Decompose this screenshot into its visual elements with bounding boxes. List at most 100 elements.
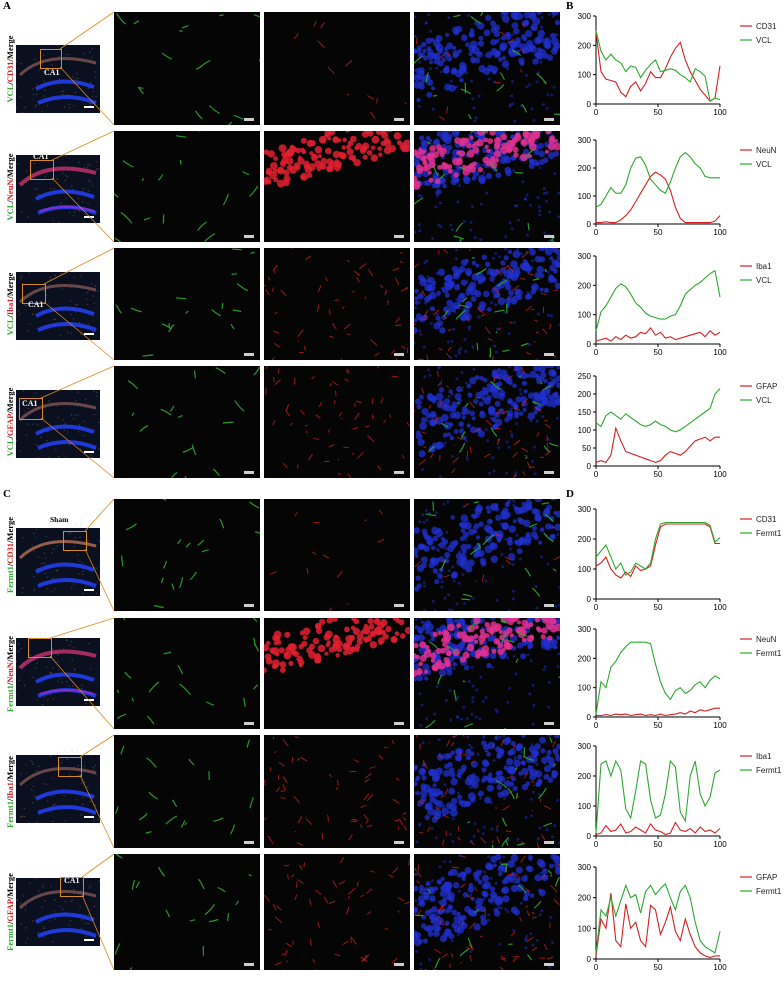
x-tick-label: 50 bbox=[654, 721, 663, 730]
hippocampus-overview-image bbox=[16, 528, 100, 596]
legend-label: Fermt1 bbox=[756, 887, 782, 896]
micrograph-drawing bbox=[414, 366, 560, 478]
green-channel-image bbox=[114, 499, 260, 611]
x-tick-label: 50 bbox=[654, 108, 663, 117]
y-tick-label: 100 bbox=[578, 426, 592, 435]
x-tick-label: 100 bbox=[713, 721, 727, 730]
line-profile-chart-1: 0 100 200 300 0 50 100 CD31 VCL bbox=[578, 12, 777, 117]
y-tick-label: 300 bbox=[578, 863, 592, 872]
merge-image bbox=[414, 854, 560, 970]
line-profile-chart-7: 0 100 200 300 0 50 100 Iba1 Fermt1 bbox=[578, 742, 782, 849]
legend-label: Iba1 bbox=[756, 262, 772, 271]
red-channel-image bbox=[264, 131, 410, 242]
series-line-iba1 bbox=[595, 821, 721, 836]
legend-label: GFAP bbox=[756, 873, 777, 882]
line-profile-chart-6: 0 100 200 300 0 50 100 NeuN Fermt1 bbox=[578, 625, 782, 730]
series-line-cd31 bbox=[595, 523, 720, 579]
series-line-gfap bbox=[595, 893, 720, 959]
series-line-fermt1 bbox=[595, 641, 721, 715]
legend-label: VCL bbox=[756, 276, 772, 285]
overview-drawing bbox=[16, 390, 100, 458]
zoom-guide-line bbox=[59, 11, 115, 50]
series-line-gfap bbox=[595, 426, 720, 464]
legend-label: Fermt1 bbox=[756, 649, 782, 658]
legend-label: VCL bbox=[756, 160, 772, 169]
hippocampus-overview-image bbox=[16, 390, 100, 458]
zoom-guide-line bbox=[51, 177, 115, 243]
micrograph-drawing bbox=[114, 248, 260, 360]
y-tick-label: 300 bbox=[578, 12, 592, 21]
line-profile-chart-4: 0 50 100 150 200 250 0 50 100 GFAP VCL bbox=[578, 372, 778, 479]
series-line-iba1 bbox=[595, 326, 721, 342]
micrograph-drawing bbox=[114, 499, 260, 611]
zoom-guide-line bbox=[81, 894, 115, 971]
zoom-guide-line bbox=[40, 417, 115, 479]
micrograph-drawing bbox=[414, 499, 560, 611]
y-tick-label: 200 bbox=[578, 41, 592, 50]
red-channel-image bbox=[264, 248, 410, 360]
panel-letter-b: B bbox=[566, 0, 574, 12]
red-channel-image bbox=[264, 366, 410, 478]
micrograph-drawing bbox=[264, 366, 410, 478]
hippocampus-overview-image bbox=[16, 638, 100, 706]
series-line-vcl bbox=[595, 269, 721, 331]
legend-label: GFAP bbox=[756, 382, 777, 391]
x-tick-label: 100 bbox=[713, 108, 727, 117]
micrograph-drawing bbox=[114, 12, 260, 125]
y-tick-label: 200 bbox=[578, 390, 592, 399]
x-tick-label: 100 bbox=[713, 963, 727, 972]
x-tick-label: 50 bbox=[654, 228, 663, 237]
zoom-guide-line bbox=[49, 617, 115, 639]
ca1-region-box bbox=[28, 638, 52, 658]
x-tick-label: 0 bbox=[594, 228, 599, 237]
y-tick-label: 0 bbox=[587, 713, 592, 722]
micrograph-drawing bbox=[414, 131, 560, 242]
micrograph-drawing bbox=[264, 735, 410, 848]
ca1-region-box bbox=[40, 49, 62, 69]
x-tick-label: 50 bbox=[654, 840, 663, 849]
series-line-neun bbox=[596, 171, 721, 224]
zoom-guide-line bbox=[84, 548, 115, 612]
ca1-label: CA1 bbox=[63, 746, 79, 755]
zoom-guide-line bbox=[79, 774, 115, 849]
zoom-guide-line bbox=[43, 301, 115, 361]
red-channel-image bbox=[264, 12, 410, 125]
green-channel-image bbox=[114, 12, 260, 125]
zoom-guide-line bbox=[81, 853, 115, 878]
ca1-region-box bbox=[30, 160, 54, 180]
hippocampus-overview-image bbox=[16, 45, 100, 113]
y-tick-label: 50 bbox=[582, 444, 591, 453]
legend-label: NeuN bbox=[756, 146, 777, 155]
merge-image bbox=[414, 499, 560, 611]
micrograph-drawing bbox=[264, 248, 410, 360]
x-tick-label: 100 bbox=[713, 470, 727, 479]
x-tick-label: 0 bbox=[594, 963, 599, 972]
y-tick-label: 300 bbox=[578, 505, 592, 514]
sham-label: Sham bbox=[50, 515, 69, 524]
green-channel-image bbox=[114, 131, 260, 242]
series-line-cd31 bbox=[595, 32, 721, 102]
zoom-guide-line bbox=[79, 734, 115, 758]
green-channel-image bbox=[114, 248, 260, 360]
x-tick-label: 50 bbox=[654, 963, 663, 972]
y-tick-label: 0 bbox=[587, 955, 592, 964]
y-tick-label: 0 bbox=[587, 220, 592, 229]
line-profile-chart-2: 0 100 200 300 0 50 100 NeuN VCL bbox=[578, 136, 777, 237]
micrograph-drawing bbox=[264, 854, 410, 970]
y-tick-label: 0 bbox=[587, 595, 592, 604]
legend-label: CD31 bbox=[756, 515, 777, 524]
y-tick-label: 0 bbox=[587, 340, 592, 349]
ca1-region-box bbox=[60, 877, 84, 897]
series-line-fermt1 bbox=[595, 882, 721, 954]
y-tick-label: 200 bbox=[578, 281, 592, 290]
series-line-neun bbox=[596, 707, 720, 717]
y-tick-label: 300 bbox=[578, 252, 592, 261]
y-tick-label: 200 bbox=[578, 894, 592, 903]
y-tick-label: 250 bbox=[578, 372, 592, 381]
overview-drawing bbox=[16, 272, 100, 340]
y-tick-label: 0 bbox=[587, 832, 592, 841]
x-tick-label: 100 bbox=[713, 228, 727, 237]
micrograph-drawing bbox=[414, 735, 560, 848]
red-channel-image bbox=[264, 618, 410, 729]
